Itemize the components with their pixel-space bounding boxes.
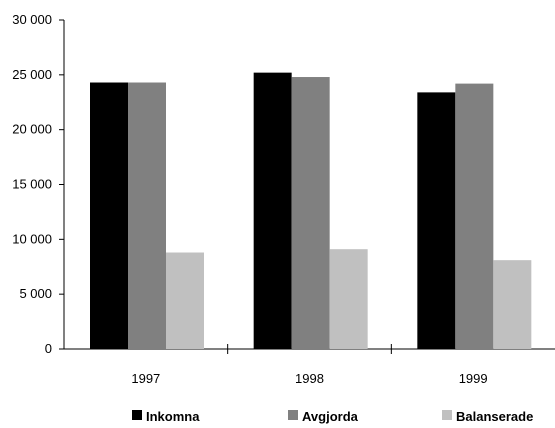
x-tick-label: 1998 bbox=[295, 371, 324, 386]
bar-inkomna-1998 bbox=[253, 72, 292, 349]
bar-balanserade-1999 bbox=[493, 260, 532, 349]
x-ticks: 1997 1998 1999 bbox=[131, 344, 488, 386]
y-tick-label: 25 000 bbox=[12, 67, 52, 82]
legend-swatch bbox=[288, 410, 298, 420]
legend-label: Balanserade bbox=[456, 409, 533, 424]
x-tick-label: 1997 bbox=[131, 371, 160, 386]
legend-swatch bbox=[442, 410, 452, 420]
bar-balanserade-1997 bbox=[166, 252, 204, 349]
bar-avgjorda-1997 bbox=[128, 82, 166, 349]
bar-avgjorda-1999 bbox=[455, 83, 494, 350]
bar-avgjorda-1998 bbox=[291, 77, 330, 349]
legend-swatch bbox=[132, 410, 142, 420]
bar-inkomna-1997 bbox=[90, 82, 128, 349]
y-tick-label: 0 bbox=[45, 341, 52, 356]
y-tick-label: 20 000 bbox=[12, 122, 52, 137]
y-axis: 0 5 000 10 000 15 000 20 000 25 000 30 000 bbox=[12, 12, 65, 356]
y-ticks: 0 5 000 10 000 15 000 20 000 25 000 30 000 bbox=[12, 12, 64, 356]
bars bbox=[90, 72, 532, 350]
y-tick-label: 15 000 bbox=[12, 177, 52, 192]
y-tick-label: 30 000 bbox=[12, 12, 52, 27]
bar-inkomna-1999 bbox=[417, 92, 456, 349]
legend-label: Inkomna bbox=[146, 409, 200, 424]
x-axis: 1997 1998 1999 bbox=[64, 344, 555, 386]
legend-label: Avgjorda bbox=[302, 409, 359, 424]
x-tick-label: 1999 bbox=[459, 371, 488, 386]
legend: Inkomna Avgjorda Balanserade bbox=[132, 409, 533, 424]
bar-balanserade-1998 bbox=[329, 249, 368, 349]
y-tick-label: 5 000 bbox=[19, 286, 52, 301]
y-tick-label: 10 000 bbox=[12, 231, 52, 246]
